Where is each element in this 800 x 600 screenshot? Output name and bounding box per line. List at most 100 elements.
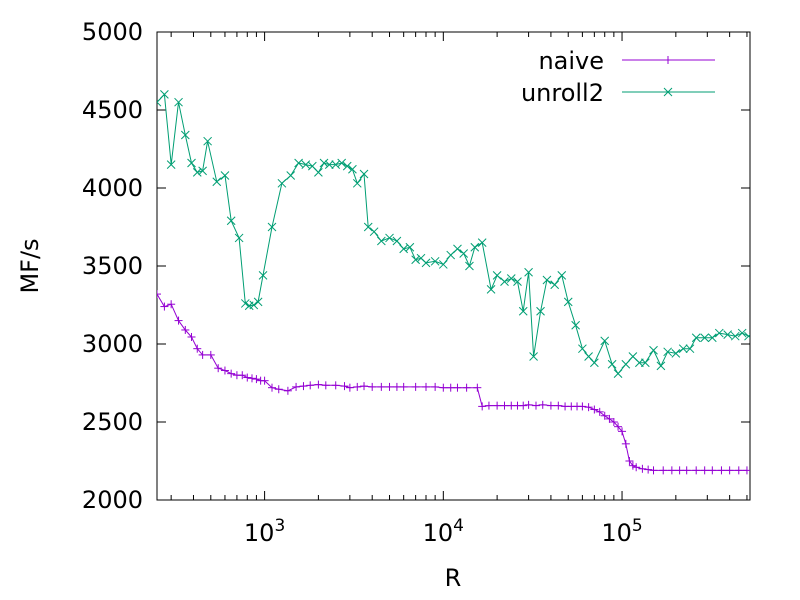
x-tick-label: 103 xyxy=(244,516,285,547)
data-point-naive xyxy=(446,383,455,392)
data-point-naive xyxy=(493,401,502,410)
data-point-naive xyxy=(331,381,340,390)
series-layer xyxy=(157,90,750,475)
data-point-unroll2 xyxy=(578,344,587,354)
data-point-unroll2 xyxy=(376,236,386,246)
data-point-unroll2 xyxy=(542,275,552,285)
data-point-naive xyxy=(708,466,717,475)
data-point-unroll2 xyxy=(258,271,268,280)
data-point-unroll2 xyxy=(524,267,533,277)
data-point-naive xyxy=(628,461,637,470)
data-point-naive xyxy=(632,463,641,472)
y-tick-label: 3500 xyxy=(82,252,143,280)
data-point-unroll2 xyxy=(430,256,440,266)
y-tick-label: 2500 xyxy=(82,408,143,436)
data-point-naive xyxy=(411,382,420,391)
data-point-naive xyxy=(725,466,734,475)
data-point-naive xyxy=(500,401,509,410)
data-point-naive xyxy=(605,414,614,423)
data-point-unroll2 xyxy=(286,171,296,180)
data-point-naive xyxy=(377,382,386,391)
data-point-unroll2 xyxy=(438,260,448,269)
data-point-unroll2 xyxy=(691,333,701,343)
data-point-naive xyxy=(267,383,276,392)
data-point-unroll2 xyxy=(253,297,263,307)
data-point-naive xyxy=(519,401,528,410)
data-point-naive xyxy=(625,457,634,465)
data-point-unroll2 xyxy=(470,242,480,252)
data-point-naive xyxy=(595,407,604,416)
data-point-unroll2 xyxy=(385,233,394,243)
data-point-naive xyxy=(554,401,563,410)
plot-border xyxy=(156,31,751,501)
y-tick-label: 4000 xyxy=(82,174,143,202)
y-tick-label: 3000 xyxy=(82,330,143,358)
data-point-unroll2 xyxy=(529,352,538,361)
data-point-naive xyxy=(238,371,247,380)
data-point-unroll2 xyxy=(180,130,190,140)
data-point-unroll2 xyxy=(563,297,573,307)
data-point-unroll2 xyxy=(174,97,183,107)
x-axis-label: R xyxy=(445,564,462,592)
data-point-unroll2 xyxy=(671,349,681,358)
legend: naive unroll2 xyxy=(521,47,715,107)
data-point-naive xyxy=(649,466,658,475)
data-point-unroll2 xyxy=(203,136,212,146)
data-point-unroll2 xyxy=(166,160,176,169)
data-point-naive xyxy=(392,382,401,391)
data-point-unroll2 xyxy=(348,164,357,174)
data-point-unroll2 xyxy=(319,158,329,168)
data-point-unroll2 xyxy=(363,222,373,232)
data-point-unroll2 xyxy=(342,161,352,171)
data-point-unroll2 xyxy=(550,280,560,290)
data-point-naive xyxy=(314,380,323,389)
data-point-unroll2 xyxy=(600,336,610,346)
data-point-naive xyxy=(473,383,482,392)
data-point-unroll2 xyxy=(226,216,236,226)
data-point-unroll2 xyxy=(500,277,509,286)
data-point-naive xyxy=(274,385,283,394)
data-point-naive xyxy=(299,382,308,391)
data-point-unroll2 xyxy=(277,178,287,188)
data-point-unroll2 xyxy=(198,166,207,176)
data-point-naive xyxy=(157,290,161,299)
data-point-unroll2 xyxy=(730,331,740,341)
data-point-unroll2 xyxy=(486,285,496,294)
data-point-naive xyxy=(220,366,229,375)
data-point-unroll2 xyxy=(589,358,599,368)
data-point-naive xyxy=(368,382,377,391)
data-point-naive xyxy=(742,466,750,475)
data-point-unroll2 xyxy=(465,261,474,271)
data-point-naive xyxy=(717,466,726,475)
legend-marker-naive xyxy=(664,56,672,64)
data-point-unroll2 xyxy=(571,320,580,330)
data-point-unroll2 xyxy=(477,238,487,247)
x-tick-label: 105 xyxy=(601,516,642,547)
data-point-naive xyxy=(546,401,555,410)
data-point-naive xyxy=(700,466,709,475)
data-point-unroll2 xyxy=(621,359,631,369)
data-point-unroll2 xyxy=(337,158,347,168)
data-point-unroll2 xyxy=(453,244,462,254)
data-point-unroll2 xyxy=(700,333,710,343)
data-point-unroll2 xyxy=(744,331,750,341)
data-point-naive xyxy=(247,374,256,383)
x-tick-label: 104 xyxy=(423,516,464,547)
data-point-unroll2 xyxy=(157,97,162,107)
data-point-unroll2 xyxy=(421,258,431,268)
data-point-unroll2 xyxy=(492,271,502,280)
data-point-naive xyxy=(590,405,599,414)
x-axis: 103 104 105 xyxy=(170,32,748,547)
data-point-unroll2 xyxy=(714,328,724,338)
data-point-naive xyxy=(524,400,533,409)
data-point-naive xyxy=(181,325,190,334)
data-point-unroll2 xyxy=(663,347,673,357)
data-point-unroll2 xyxy=(685,344,695,354)
data-point-unroll2 xyxy=(220,171,230,180)
data-point-unroll2 xyxy=(737,328,747,338)
data-point-unroll2 xyxy=(506,274,516,283)
data-point-naive xyxy=(638,464,647,473)
data-point-unroll2 xyxy=(557,271,567,280)
data-point-unroll2 xyxy=(607,359,617,369)
